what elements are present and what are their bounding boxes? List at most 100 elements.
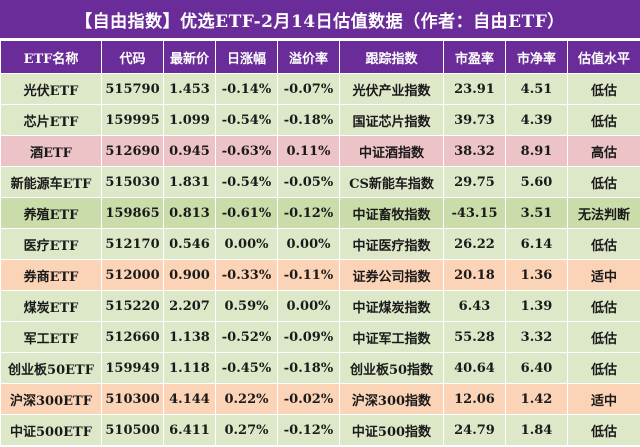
cell-tracking-index: 中证酒指数	[339, 135, 444, 167]
column-header-premium-rate: 溢价率	[277, 40, 340, 74]
cell-code: 515790	[101, 73, 164, 105]
cell-pb-ratio: 6.14	[505, 228, 568, 260]
cell-premium-rate: -0.18%	[277, 104, 340, 136]
cell-premium-rate: -0.05%	[277, 166, 340, 198]
column-header-code: 代码	[101, 40, 164, 74]
cell-tracking-index: CS新能车指数	[339, 166, 444, 198]
cell-premium-rate: -0.18%	[277, 352, 340, 384]
cell-daily-change: -0.54%	[215, 166, 278, 198]
cell-code: 159865	[101, 197, 164, 229]
table-row: 芯片ETF 159995 1.099 -0.54% -0.18% 国证芯片指数 39.73 4…	[0, 104, 640, 136]
cell-premium-rate: 0.00%	[277, 290, 340, 322]
cell-code: 515220	[101, 290, 164, 322]
cell-daily-change: -0.61%	[215, 197, 278, 229]
cell-pe-ratio: 40.64	[443, 352, 506, 384]
cell-code: 512660	[101, 321, 164, 353]
page-title: 【自由指数】优选ETF-2月14日估值数据（作者：自由ETF）	[0, 0, 640, 40]
cell-tracking-index: 沪深300指数	[339, 383, 444, 415]
cell-valuation-level: 低估	[567, 414, 640, 446]
cell-premium-rate: -0.02%	[277, 383, 340, 415]
cell-etf-name: 券商ETF	[0, 259, 102, 291]
cell-pb-ratio: 3.32	[505, 321, 568, 353]
cell-latest-price: 0.546	[163, 228, 216, 260]
cell-daily-change: 0.27%	[215, 414, 278, 446]
column-header-pe-ratio: 市盈率	[443, 40, 506, 74]
cell-code: 512170	[101, 228, 164, 260]
cell-latest-price: 4.144	[163, 383, 216, 415]
cell-valuation-level: 低估	[567, 104, 640, 136]
cell-daily-change: -0.52%	[215, 321, 278, 353]
cell-latest-price: 6.411	[163, 414, 216, 446]
column-header-valuation-level: 估值水平	[567, 40, 640, 74]
table-row: 医疗ETF 512170 0.546 0.00% 0.00% 中证医疗指数 26.22 6.1…	[0, 228, 640, 260]
cell-code: 512000	[101, 259, 164, 291]
valuation-table: ETF名称 代码 最新价 日涨幅 溢价率 跟踪指数 市盈率 市净率 估值水平 光伏ETF 5157…	[0, 40, 640, 446]
cell-daily-change: 0.59%	[215, 290, 278, 322]
column-header-tracking-index: 跟踪指数	[339, 40, 444, 74]
cell-etf-name: 中证500ETF	[0, 414, 102, 446]
cell-premium-rate: 0.00%	[277, 228, 340, 260]
cell-valuation-level: 低估	[567, 321, 640, 353]
cell-pe-ratio: 6.43	[443, 290, 506, 322]
cell-daily-change: 0.22%	[215, 383, 278, 415]
cell-valuation-level: 适中	[567, 383, 640, 415]
cell-latest-price: 0.813	[163, 197, 216, 229]
cell-pb-ratio: 4.39	[505, 104, 568, 136]
cell-latest-price: 0.945	[163, 135, 216, 167]
cell-code: 512690	[101, 135, 164, 167]
table-header: ETF名称 代码 最新价 日涨幅 溢价率 跟踪指数 市盈率 市净率 估值水平	[0, 40, 640, 74]
cell-pe-ratio: 24.79	[443, 414, 506, 446]
cell-pe-ratio: 55.28	[443, 321, 506, 353]
cell-daily-change: -0.63%	[215, 135, 278, 167]
cell-daily-change: -0.33%	[215, 259, 278, 291]
cell-pb-ratio: 6.40	[505, 352, 568, 384]
cell-tracking-index: 光伏产业指数	[339, 73, 444, 105]
cell-etf-name: 酒ETF	[0, 135, 102, 167]
cell-code: 159995	[101, 104, 164, 136]
cell-tracking-index: 创业板50指数	[339, 352, 444, 384]
cell-pb-ratio: 1.36	[505, 259, 568, 291]
cell-pe-ratio: 29.75	[443, 166, 506, 198]
cell-pe-ratio: -43.15	[443, 197, 506, 229]
column-header-pb-ratio: 市净率	[505, 40, 568, 74]
column-header-latest-price: 最新价	[163, 40, 216, 74]
cell-valuation-level: 低估	[567, 352, 640, 384]
cell-valuation-level: 无法判断	[567, 197, 640, 229]
cell-pe-ratio: 39.73	[443, 104, 506, 136]
cell-valuation-level: 低估	[567, 228, 640, 260]
cell-valuation-level: 低估	[567, 166, 640, 198]
cell-premium-rate: -0.12%	[277, 414, 340, 446]
cell-pe-ratio: 38.32	[443, 135, 506, 167]
table-row: 沪深300ETF 510300 4.144 0.22% -0.02% 沪深300指数 12.…	[0, 383, 640, 415]
cell-tracking-index: 证券公司指数	[339, 259, 444, 291]
cell-daily-change: -0.14%	[215, 73, 278, 105]
cell-code: 510300	[101, 383, 164, 415]
table-row: 酒ETF 512690 0.945 -0.63% 0.11% 中证酒指数 38.32 8.91…	[0, 135, 640, 167]
cell-latest-price: 1.831	[163, 166, 216, 198]
cell-pb-ratio: 1.39	[505, 290, 568, 322]
cell-pb-ratio: 4.51	[505, 73, 568, 105]
cell-premium-rate: 0.11%	[277, 135, 340, 167]
cell-pb-ratio: 3.51	[505, 197, 568, 229]
cell-daily-change: 0.00%	[215, 228, 278, 260]
cell-valuation-level: 适中	[567, 259, 640, 291]
table-row: 新能源车ETF 515030 1.831 -0.54% -0.05% CS新能车指数 29.…	[0, 166, 640, 198]
cell-pe-ratio: 26.22	[443, 228, 506, 260]
cell-daily-change: -0.54%	[215, 104, 278, 136]
cell-valuation-level: 低估	[567, 290, 640, 322]
cell-tracking-index: 中证军工指数	[339, 321, 444, 353]
cell-etf-name: 养殖ETF	[0, 197, 102, 229]
cell-code: 515030	[101, 166, 164, 198]
column-header-daily-change: 日涨幅	[215, 40, 278, 74]
cell-latest-price: 1.453	[163, 73, 216, 105]
cell-code: 510500	[101, 414, 164, 446]
cell-etf-name: 新能源车ETF	[0, 166, 102, 198]
cell-etf-name: 沪深300ETF	[0, 383, 102, 415]
cell-latest-price: 0.900	[163, 259, 216, 291]
cell-tracking-index: 中证500指数	[339, 414, 444, 446]
table-row: 创业板50ETF 159949 1.118 -0.45% -0.18% 创业板50指数 40…	[0, 352, 640, 384]
cell-pe-ratio: 23.91	[443, 73, 506, 105]
cell-daily-change: -0.45%	[215, 352, 278, 384]
cell-latest-price: 1.118	[163, 352, 216, 384]
cell-tracking-index: 国证芯片指数	[339, 104, 444, 136]
